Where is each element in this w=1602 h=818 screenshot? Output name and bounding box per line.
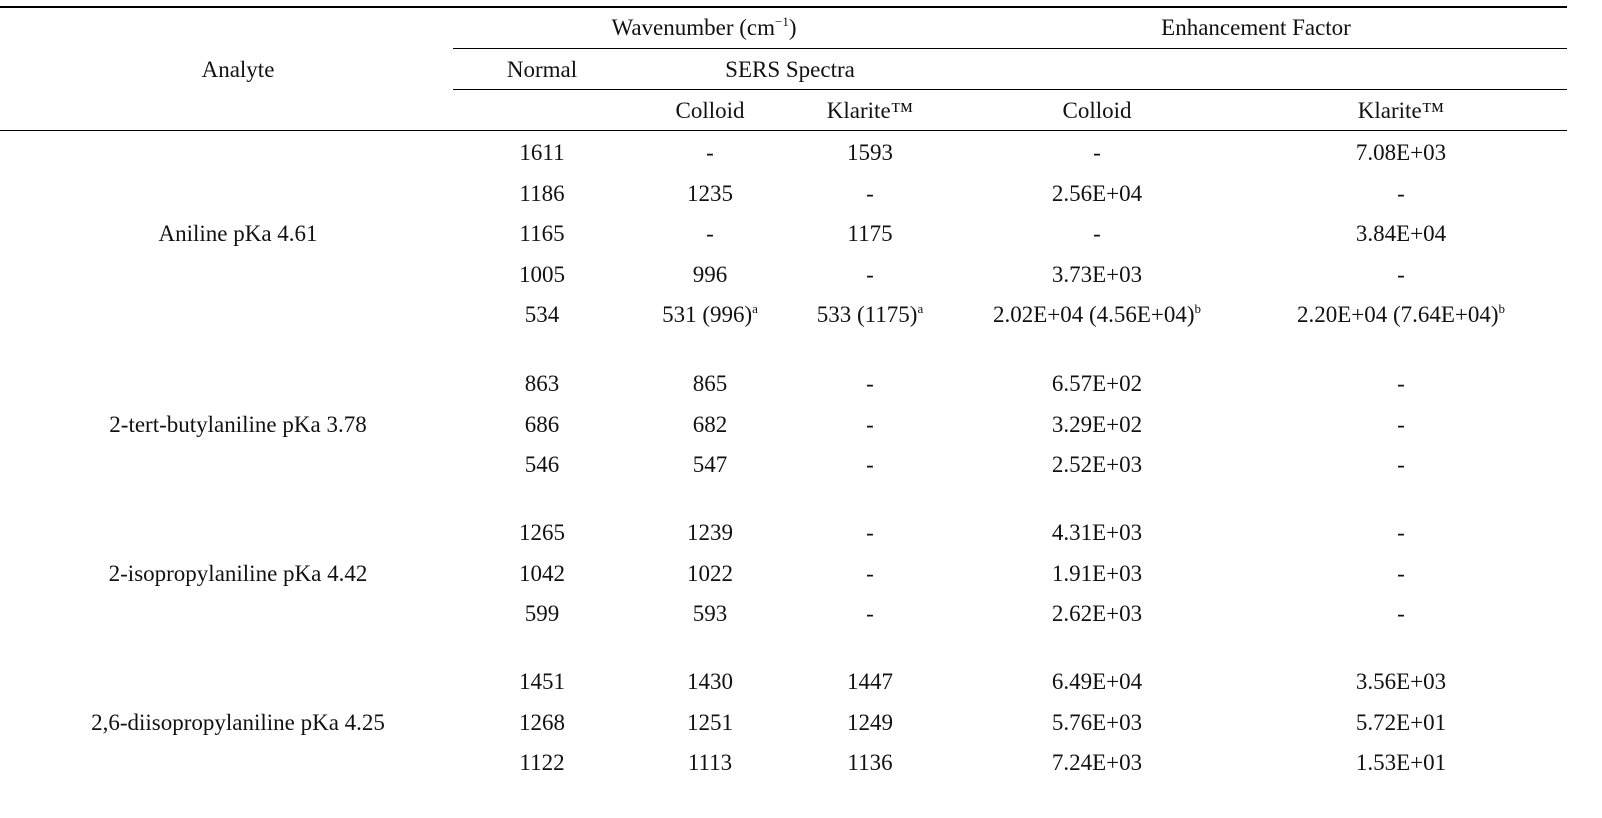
header-ef-klarite: Klarite™: [1357, 98, 1445, 123]
cell-sers-klarite: 1249: [847, 709, 893, 735]
cell-ef-colloid: 2.52E+03: [1051, 452, 1143, 478]
cell-normal: 1265: [519, 520, 565, 545]
cell-ef-klarite: -: [1397, 411, 1405, 437]
cell-sers-klarite: 1447: [847, 669, 893, 694]
cell-ef-klarite: 3.84E+04: [1355, 221, 1447, 247]
analyte-label: 2-isopropylaniline pKa 4.42: [108, 560, 368, 586]
cell-ef-colloid: 4.31E+03: [1051, 520, 1143, 545]
cell-normal: 686: [524, 411, 560, 437]
cell-ef-colloid: 2.02E+04 (4.56E+04)b: [992, 301, 1202, 328]
cell-ef-klarite: -: [1397, 261, 1405, 287]
cell-sers-klarite: -: [866, 601, 874, 627]
cell-sers-colloid: 1239: [687, 520, 733, 545]
cell-ef-colloid: 3.29E+02: [1051, 411, 1143, 437]
cell-sers-colloid: 1235: [687, 180, 733, 206]
cell-ef-klarite: 2.20E+04 (7.64E+04)b: [1296, 301, 1506, 328]
header-klarite: Klarite™: [826, 98, 914, 123]
cell-sers-klarite: -: [866, 371, 874, 396]
cell-sers-colloid: -: [706, 140, 714, 165]
footnote-marker: a: [752, 301, 758, 317]
header-normal: Normal: [506, 57, 578, 82]
analyte-label: Aniline pKa 4.61: [158, 221, 318, 247]
cell-normal: 1611: [519, 140, 565, 165]
cell-sers-klarite: 1136: [847, 750, 893, 776]
cell-normal: 1122: [519, 750, 565, 776]
cell-sers-klarite: -: [866, 520, 874, 545]
cell-normal: 1005: [519, 261, 565, 287]
cell-sers-colloid: 682: [692, 411, 728, 437]
cell-sers-colloid: 1430: [687, 669, 733, 694]
footnote-marker: a: [917, 301, 924, 317]
header-analyte: Analyte: [201, 57, 275, 82]
cell-sers-colloid: 1251: [687, 709, 733, 735]
cell-ef-klarite: 5.72E+01: [1355, 709, 1447, 735]
cell-ef-klarite: -: [1397, 520, 1405, 545]
header-sers-spectra: SERS Spectra: [725, 57, 855, 82]
cell-normal: 1042: [519, 560, 565, 586]
cell-ef-colloid: -: [1093, 221, 1101, 247]
footnote-marker: b: [1498, 301, 1506, 317]
cell-ef-colloid: 2.62E+03: [1051, 601, 1143, 627]
cell-ef-klarite: -: [1397, 180, 1405, 206]
subheader-rule: [453, 89, 1567, 90]
cell-normal: 534: [524, 302, 560, 328]
cell-normal: 599: [524, 601, 560, 627]
analyte-label: 2-tert-butylaniline pKa 3.78: [109, 411, 367, 437]
cell-ef-colloid: 7.24E+03: [1051, 750, 1143, 776]
cell-sers-klarite: -: [866, 180, 874, 206]
header-wavenumber: Wavenumber (cm−1): [611, 14, 797, 40]
cell-ef-colloid: 2.56E+04: [1051, 180, 1143, 206]
cell-normal: 1268: [519, 709, 565, 735]
header-ef-colloid: Colloid: [1062, 98, 1132, 123]
cell-sers-klarite: -: [866, 560, 874, 586]
cell-normal: 1186: [519, 180, 565, 206]
cell-ef-klarite: 7.08E+03: [1355, 140, 1447, 165]
footnote-marker: b: [1194, 301, 1202, 317]
cell-sers-colloid: 996: [692, 261, 728, 287]
cell-sers-klarite: -: [866, 261, 874, 287]
cell-ef-colloid: 5.76E+03: [1051, 709, 1143, 735]
cell-sers-colloid: 531 (996)a: [662, 301, 758, 328]
cell-normal: 1451: [519, 669, 565, 694]
cell-sers-colloid: 865: [692, 371, 728, 396]
cell-ef-klarite: -: [1397, 452, 1405, 478]
cell-sers-colloid: 1113: [687, 750, 733, 776]
cell-sers-colloid: -: [706, 221, 714, 247]
cell-sers-colloid: 593: [692, 601, 728, 627]
cell-ef-klarite: 3.56E+03: [1355, 669, 1447, 694]
cell-normal: 546: [524, 452, 560, 478]
cell-ef-colloid: 1.91E+03: [1051, 560, 1143, 586]
cell-normal: 1165: [519, 221, 565, 247]
wavenumber-rule: [453, 48, 1567, 49]
header-enhancement-factor: Enhancement Factor: [1161, 15, 1351, 40]
cell-sers-klarite: 1175: [847, 221, 893, 247]
cell-sers-klarite: 1593: [847, 140, 893, 165]
cell-ef-klarite: -: [1397, 601, 1405, 627]
cell-ef-colloid: 6.57E+02: [1051, 371, 1143, 396]
cell-sers-klarite: 533 (1175)a: [816, 301, 924, 328]
cell-sers-colloid: 547: [692, 452, 728, 478]
cell-ef-colloid: 3.73E+03: [1051, 261, 1143, 287]
analyte-label: 2,6-diisopropylaniline pKa 4.25: [91, 709, 385, 735]
cell-ef-klarite: -: [1397, 371, 1405, 396]
header-bottom-rule: [0, 130, 1567, 131]
cell-ef-colloid: -: [1093, 140, 1101, 165]
header-colloid: Colloid: [675, 98, 745, 123]
cell-ef-colloid: 6.49E+04: [1051, 669, 1143, 694]
cell-sers-klarite: -: [866, 452, 874, 478]
cell-ef-klarite: 1.53E+01: [1355, 750, 1447, 776]
cell-sers-colloid: 1022: [687, 560, 733, 586]
top-rule: [0, 6, 1567, 8]
cell-ef-klarite: -: [1397, 560, 1405, 586]
cell-sers-klarite: -: [866, 411, 874, 437]
cell-normal: 863: [524, 371, 560, 396]
